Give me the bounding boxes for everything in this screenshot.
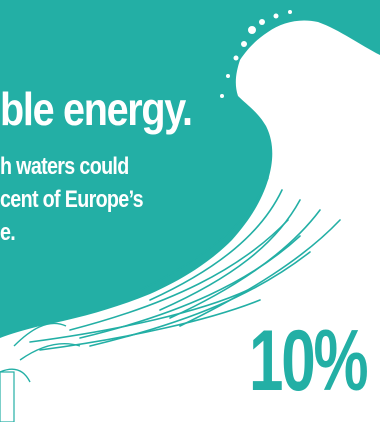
- subtitle-line: e.: [0, 219, 16, 246]
- wave-spray: [220, 10, 350, 98]
- headline: ble energy.: [0, 83, 193, 135]
- subtitle: h waters could cent of Europe’s e.: [0, 150, 144, 249]
- post: [0, 371, 15, 422]
- wave-body: [0, 20, 380, 422]
- subtitle-line: h waters could: [0, 153, 129, 180]
- stat-value: 10%: [249, 313, 369, 409]
- wave-foam: [0, 322, 81, 383]
- wave-streaks: [29, 177, 341, 351]
- subtitle-line: cent of Europe’s: [0, 186, 144, 213]
